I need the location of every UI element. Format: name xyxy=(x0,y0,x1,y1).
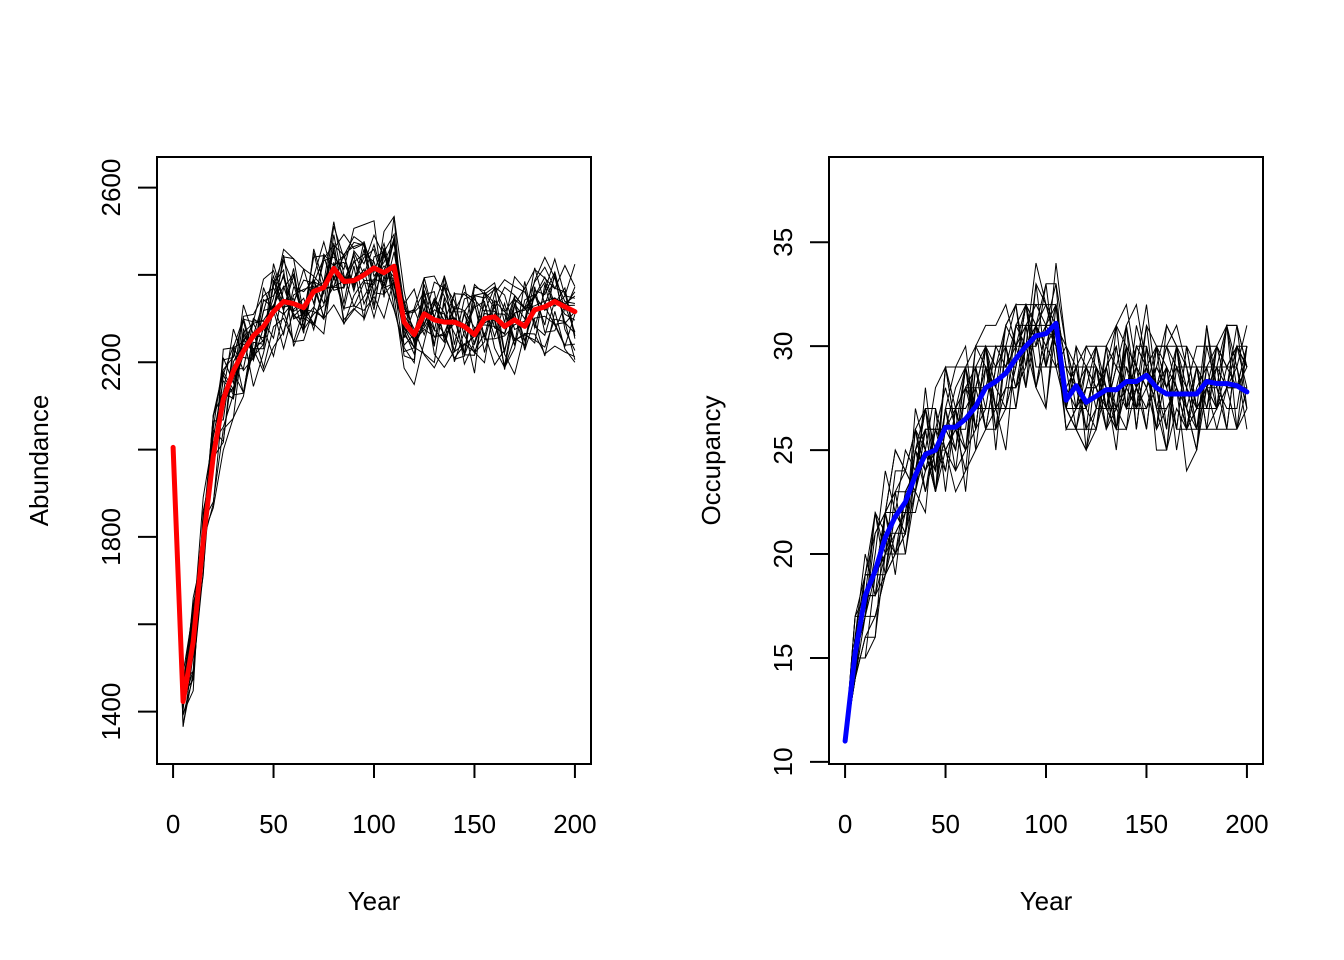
occupancy-y-tick-label: 15 xyxy=(768,644,798,673)
occupancy-replicate-line xyxy=(844,262,1248,742)
abundance-x-tick-label: 0 xyxy=(166,809,180,839)
abundance-y-tick-label: 1800 xyxy=(96,508,126,566)
abundance-replicate-line xyxy=(172,247,576,711)
abundance-y-axis-label: Abundance xyxy=(24,395,54,527)
occupancy-panel: 0 50 100 150 200 10 15 20 25 30 35 Year Occupancy xyxy=(696,156,1269,916)
abundance-replicate-line xyxy=(172,249,576,707)
abundance-y-tick-label: 2600 xyxy=(96,159,126,217)
abundance-x-tick-label: 150 xyxy=(453,809,496,839)
occupancy-x-axis-label: Year xyxy=(1020,886,1073,916)
occupancy-replicate-line xyxy=(844,262,1248,742)
occupancy-x-tick-label: 0 xyxy=(838,809,852,839)
occupancy-x-tick-label: 150 xyxy=(1125,809,1168,839)
occupancy-y-axis: 10 15 20 25 30 35 xyxy=(768,228,830,776)
occupancy-y-tick-label: 30 xyxy=(768,332,798,361)
abundance-x-axis-label: Year xyxy=(348,886,401,916)
abundance-x-tick-label: 100 xyxy=(352,809,395,839)
abundance-mean-line xyxy=(170,263,578,705)
occupancy-y-axis-label: Occupancy xyxy=(696,395,726,525)
abundance-replicate-line xyxy=(172,233,576,691)
occupancy-x-tick-label: 50 xyxy=(931,809,960,839)
abundance-y-axis: 1400 1800 2200 2600 xyxy=(96,159,158,741)
occupancy-mean-line xyxy=(842,320,1250,744)
occupancy-y-tick-label: 35 xyxy=(768,228,798,257)
abundance-x-tick-label: 50 xyxy=(259,809,288,839)
occupancy-x-tick-label: 100 xyxy=(1024,809,1067,839)
abundance-replicate-line xyxy=(172,251,575,674)
occupancy-replicate-line xyxy=(844,304,1248,742)
occupancy-y-tick-label: 10 xyxy=(768,747,798,776)
occupancy-x-tick-label: 200 xyxy=(1225,809,1268,839)
occupancy-x-axis: 0 50 100 150 200 xyxy=(838,763,1269,839)
abundance-panel: 0 50 100 150 200 1400 1800 2200 2600 Year Abund… xyxy=(24,156,597,916)
occupancy-y-tick-label: 25 xyxy=(768,436,798,465)
occupancy-replicate-lines xyxy=(844,262,1248,742)
abundance-y-tick-label: 2200 xyxy=(96,333,126,391)
abundance-mean-line-group xyxy=(170,263,578,705)
abundance-replicate-line xyxy=(172,238,576,685)
abundance-replicate-line xyxy=(172,234,576,707)
abundance-y-tick-label: 1400 xyxy=(96,683,126,741)
abundance-replicate-line xyxy=(172,251,576,716)
occupancy-mean-line-group xyxy=(842,320,1250,744)
abundance-x-tick-label: 200 xyxy=(553,809,596,839)
abundance-x-axis: 0 50 100 150 200 xyxy=(166,763,597,839)
occupancy-y-tick-label: 20 xyxy=(768,540,798,569)
